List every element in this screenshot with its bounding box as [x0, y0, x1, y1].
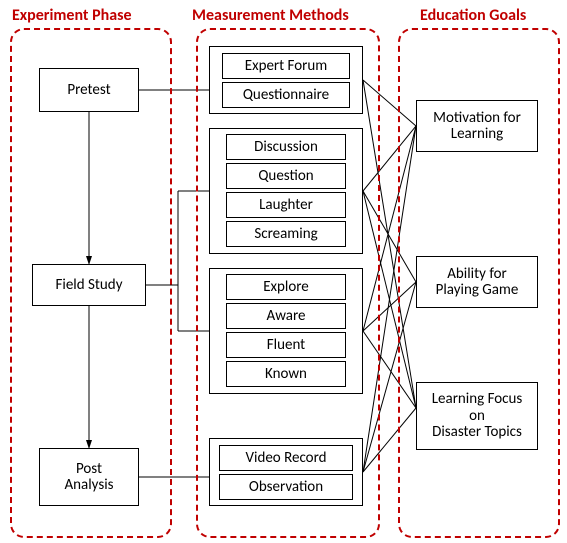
- node-known: Known: [226, 361, 346, 387]
- label: Screaming: [254, 226, 317, 243]
- node-video-record: Video Record: [219, 445, 353, 471]
- label: Pretest: [67, 82, 110, 99]
- node-screaming: Screaming: [226, 221, 346, 247]
- node-learning-focus: Learning Focus on Disaster Topics: [416, 382, 538, 450]
- label: Field Study: [56, 277, 123, 294]
- node-expert-forum: Expert Forum: [222, 53, 350, 79]
- col-title-phase: Experiment Phase: [12, 6, 132, 25]
- label: Explore: [263, 279, 309, 296]
- node-discussion: Discussion: [226, 134, 346, 160]
- node-fluent: Fluent: [226, 332, 346, 358]
- label: Ability for Playing Game: [436, 266, 519, 299]
- node-aware: Aware: [226, 303, 346, 329]
- node-explore: Explore: [226, 274, 346, 300]
- col-title-goals: Education Goals: [420, 6, 526, 25]
- label: Questionnaire: [243, 87, 329, 104]
- node-laughter: Laughter: [226, 192, 346, 218]
- label: Post Analysis: [64, 461, 113, 494]
- node-questionnaire: Questionnaire: [222, 82, 350, 108]
- label: Question: [258, 168, 313, 185]
- col-title-methods: Measurement Methods: [192, 6, 349, 25]
- label: Laughter: [259, 197, 313, 214]
- label: Observation: [249, 479, 323, 496]
- label: Learning Focus on Disaster Topics: [432, 391, 523, 441]
- node-observation: Observation: [219, 474, 353, 500]
- label: Discussion: [254, 139, 318, 156]
- label: Motivation for Learning: [433, 110, 521, 143]
- label: Video Record: [246, 450, 327, 467]
- label: Fluent: [267, 337, 305, 354]
- node-field-study: Field Study: [32, 264, 146, 306]
- node-question: Question: [226, 163, 346, 189]
- node-ability: Ability for Playing Game: [416, 256, 538, 308]
- node-pretest: Pretest: [39, 68, 139, 112]
- node-post-analysis: Post Analysis: [39, 448, 139, 506]
- node-motivation: Motivation for Learning: [416, 100, 538, 152]
- label: Expert Forum: [245, 58, 328, 75]
- label: Known: [265, 366, 307, 383]
- label: Aware: [267, 308, 306, 325]
